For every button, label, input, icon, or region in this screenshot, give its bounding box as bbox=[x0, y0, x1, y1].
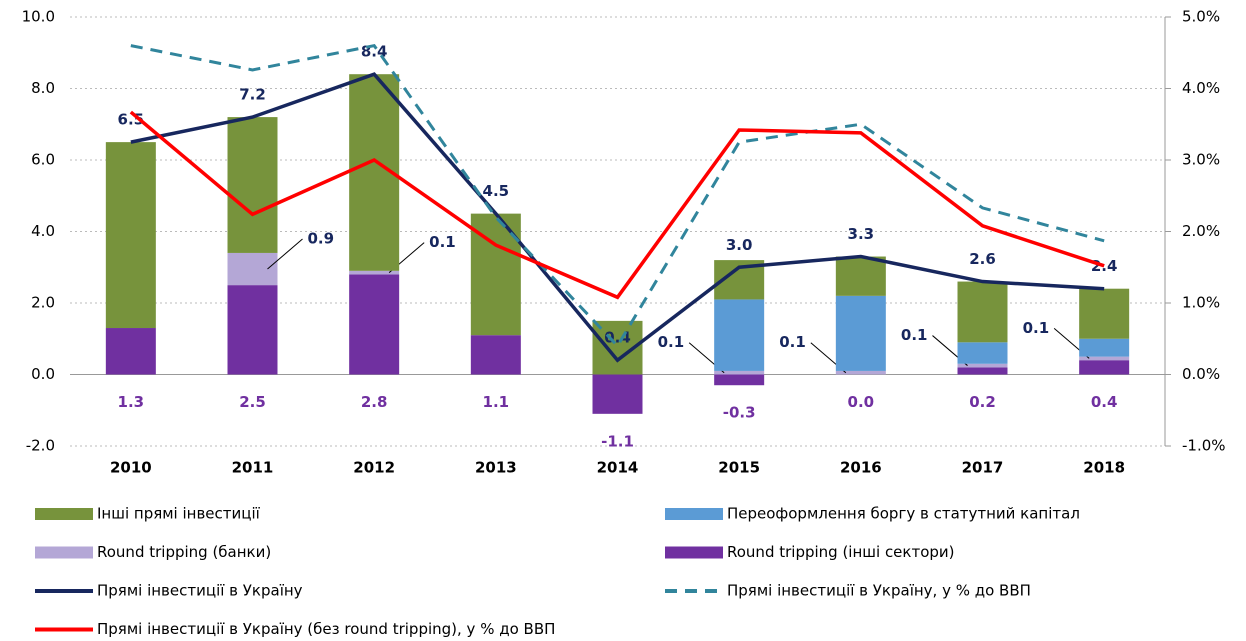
bar-segment bbox=[105, 328, 156, 375]
data-label: 0.1 bbox=[429, 233, 456, 251]
data-label: 0.1 bbox=[779, 333, 806, 351]
legend-label: Round tripping (банки) bbox=[97, 543, 271, 561]
bar-segment bbox=[1079, 338, 1130, 357]
data-label: 4.5 bbox=[483, 182, 510, 200]
line-series bbox=[130, 43, 1105, 349]
line-series bbox=[129, 110, 1105, 300]
bar-segment bbox=[105, 142, 156, 329]
bar-segment bbox=[714, 374, 765, 386]
legend-swatch bbox=[35, 508, 93, 520]
x-tick-label: 2018 bbox=[1083, 459, 1125, 477]
legend-label: Переоформлення боргу в статутний капітал bbox=[727, 505, 1080, 523]
bar-segment bbox=[1079, 288, 1130, 339]
bar-segment bbox=[1079, 360, 1130, 375]
bar-segment bbox=[957, 367, 1008, 375]
bar-segment bbox=[714, 299, 765, 371]
bar-segment bbox=[227, 117, 278, 253]
legend-label: Прямі інвестиції в Україну (без round tr… bbox=[97, 620, 555, 638]
data-label: 0.9 bbox=[308, 230, 335, 248]
data-label: 0.0 bbox=[848, 393, 875, 411]
x-tick-label: 2010 bbox=[110, 459, 152, 477]
bar-segment bbox=[957, 342, 1008, 364]
y2-tick-label: 5.0% bbox=[1182, 8, 1220, 26]
y-tick-label: 8.0 bbox=[31, 79, 55, 97]
data-label: 2.6 bbox=[969, 250, 996, 268]
data-label: 0.1 bbox=[1023, 319, 1050, 337]
bar-segment bbox=[227, 285, 278, 375]
legend-label: Прямі інвестиції в Україну, у % до ВВП bbox=[727, 582, 1031, 600]
legend-swatch bbox=[665, 508, 723, 520]
line-series bbox=[130, 72, 1105, 363]
bar-segment bbox=[349, 270, 400, 275]
bar-segment bbox=[714, 370, 765, 375]
legend-swatch bbox=[35, 546, 93, 559]
bar-segment bbox=[592, 374, 643, 414]
bar-segment bbox=[957, 281, 1008, 343]
bar-segment bbox=[835, 256, 886, 296]
y2-tick-label: 4.0% bbox=[1182, 79, 1220, 97]
y-tick-label: 0.0 bbox=[31, 365, 55, 383]
data-label: 0.4 bbox=[1091, 393, 1118, 411]
x-tick-label: 2014 bbox=[597, 459, 639, 477]
data-label: 3.0 bbox=[726, 236, 753, 254]
legend-label: Інші прямі інвестиції bbox=[97, 505, 261, 523]
y-tick-label: 4.0 bbox=[31, 222, 55, 240]
x-tick-label: 2017 bbox=[962, 459, 1004, 477]
bar-segment bbox=[1079, 356, 1130, 361]
legend-swatch bbox=[665, 546, 723, 559]
data-label: 7.2 bbox=[239, 86, 266, 104]
y-tick-label: -2.0 bbox=[26, 437, 55, 455]
x-tick-label: 2011 bbox=[232, 459, 274, 477]
bar-segment bbox=[957, 363, 1008, 368]
data-label: 2.5 bbox=[239, 393, 266, 411]
bar-segment bbox=[227, 252, 278, 286]
x-tick-label: 2016 bbox=[840, 459, 882, 477]
y2-tick-label: 0.0% bbox=[1182, 365, 1220, 383]
legend-label: Round tripping (інші сектори) bbox=[727, 543, 955, 561]
data-label: -1.1 bbox=[601, 432, 634, 450]
data-label: 2.8 bbox=[361, 393, 388, 411]
y2-tick-label: -1.0% bbox=[1182, 437, 1226, 455]
y2-tick-label: 1.0% bbox=[1182, 294, 1220, 312]
x-tick-label: 2012 bbox=[353, 459, 395, 477]
data-label: 1.3 bbox=[118, 393, 145, 411]
x-tick-label: 2015 bbox=[718, 459, 760, 477]
legend-label: Прямі інвестиції в Україну bbox=[97, 582, 303, 600]
y-tick-label: 10.0 bbox=[22, 8, 55, 26]
data-label: 0.2 bbox=[969, 393, 996, 411]
leader-line bbox=[267, 238, 303, 270]
data-label: 2.4 bbox=[1091, 257, 1118, 275]
bar-segment bbox=[835, 295, 886, 371]
y2-tick-label: 2.0% bbox=[1182, 222, 1220, 240]
y-tick-label: 2.0 bbox=[31, 294, 55, 312]
data-label: 6.5 bbox=[118, 111, 145, 129]
y2-tick-label: 3.0% bbox=[1182, 151, 1220, 169]
bar-segment bbox=[470, 335, 521, 375]
data-label: 1.1 bbox=[483, 393, 510, 411]
data-label: 3.3 bbox=[848, 225, 875, 243]
data-label: 0.1 bbox=[658, 333, 685, 351]
data-label: -0.3 bbox=[723, 404, 756, 422]
bar-segment bbox=[349, 274, 400, 375]
x-tick-label: 2013 bbox=[475, 459, 517, 477]
y-tick-label: 6.0 bbox=[31, 151, 55, 169]
bar-segment bbox=[835, 370, 886, 375]
data-label: 0.1 bbox=[901, 326, 928, 344]
